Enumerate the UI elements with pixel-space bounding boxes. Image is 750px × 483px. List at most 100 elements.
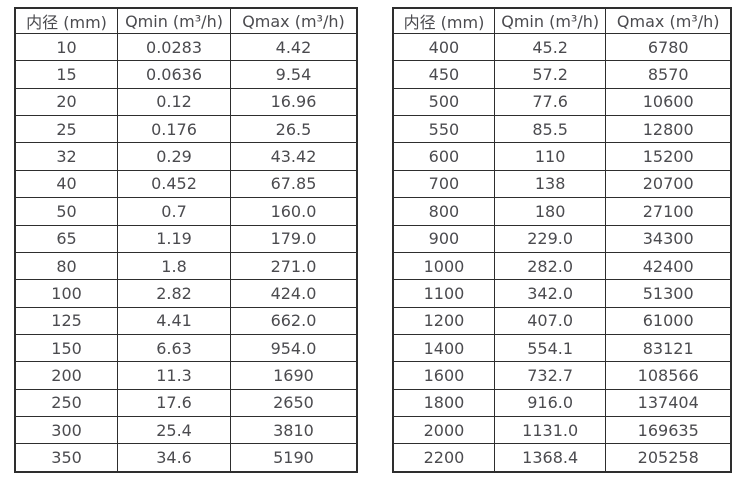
table-cell: 407.0 xyxy=(493,306,607,335)
table-cell: 108566 xyxy=(605,361,732,390)
table-cell: 179.0 xyxy=(229,224,358,253)
table-cell: 6.63 xyxy=(117,333,231,363)
table-row: 800 180 27100 xyxy=(392,197,732,226)
table-row: 65 1.19 179.0 xyxy=(14,224,358,253)
table-row: 200 11.3 1690 xyxy=(14,361,358,390)
table-row: 500 77.6 10600 xyxy=(392,87,732,117)
table-cell: 20700 xyxy=(605,169,732,199)
table-cell: 1368.4 xyxy=(493,443,607,473)
table-cell: 10600 xyxy=(605,87,732,117)
table-cell: 0.0636 xyxy=(117,60,231,89)
table-cell: 4.41 xyxy=(117,306,231,335)
table-cell: 6780 xyxy=(605,32,732,62)
table-cell: 550 xyxy=(392,115,495,144)
table-cell: 2650 xyxy=(229,388,358,418)
table-cell: 20 xyxy=(14,87,119,117)
column-header-qmax: Qmax (m³/h) xyxy=(605,7,732,34)
table-cell: 15 xyxy=(14,60,119,89)
table-row: 125 4.41 662.0 xyxy=(14,306,358,335)
table-cell: 954.0 xyxy=(229,333,358,363)
table-cell: 12800 xyxy=(605,115,732,144)
table-row: 内径 (mm) Qmin (m³/h) Qmax (m³/h) xyxy=(14,7,358,34)
table-cell: 2.82 xyxy=(117,279,231,308)
table-cell: 32 xyxy=(14,142,119,171)
table-cell: 450 xyxy=(392,60,495,89)
table-header-row: 内径 (mm) Qmin (m³/h) Qmax (m³/h) xyxy=(392,7,732,34)
table-row: 450 57.2 8570 xyxy=(392,60,732,89)
table-cell: 900 xyxy=(392,224,495,253)
table-cell: 5190 xyxy=(229,443,358,473)
table-cell: 300 xyxy=(14,416,119,445)
table-row: 32 0.29 43.42 xyxy=(14,142,358,171)
table-cell: 180 xyxy=(493,197,607,226)
flow-spec-table-small-diameters: 内径 (mm) Qmin (m³/h) Qmax (m³/h) 10 0.0283… xyxy=(14,7,358,473)
table-cell: 500 xyxy=(392,87,495,117)
table-cell: 34.6 xyxy=(117,443,231,473)
table-cell: 0.7 xyxy=(117,197,231,226)
table-row: 100 2.82 424.0 xyxy=(14,279,358,308)
column-header-qmax: Qmax (m³/h) xyxy=(229,7,358,34)
table-cell: 80 xyxy=(14,251,119,281)
table-cell: 10 xyxy=(14,32,119,62)
table-cell: 110 xyxy=(493,142,607,171)
table-row: 400 45.2 6780 xyxy=(392,32,732,62)
table-cell: 200 xyxy=(14,361,119,390)
table-row: 1200 407.0 61000 xyxy=(392,306,732,335)
table-cell: 42400 xyxy=(605,251,732,281)
table-cell: 916.0 xyxy=(493,388,607,418)
table-cell: 700 xyxy=(392,169,495,199)
table-row: 15 0.0636 9.54 xyxy=(14,60,358,89)
table-cell: 8570 xyxy=(605,60,732,89)
table-row: 600 110 15200 xyxy=(392,142,732,171)
table-cell: 17.6 xyxy=(117,388,231,418)
table-row: 50 0.7 160.0 xyxy=(14,197,358,226)
table-cell: 25 xyxy=(14,115,119,144)
table-cell: 1200 xyxy=(392,306,495,335)
table-cell: 342.0 xyxy=(493,279,607,308)
table-cell: 15200 xyxy=(605,142,732,171)
table-cell: 34300 xyxy=(605,224,732,253)
table-cell: 1600 xyxy=(392,361,495,390)
table-row: 900 229.0 34300 xyxy=(392,224,732,253)
table-row: 300 25.4 3810 xyxy=(14,416,358,445)
table-row: 150 6.63 954.0 xyxy=(14,333,358,363)
table-cell: 732.7 xyxy=(493,361,607,390)
table-cell: 16.96 xyxy=(229,87,358,117)
table-cell: 57.2 xyxy=(493,60,607,89)
table-row: 2000 1131.0 169635 xyxy=(392,416,732,445)
table-cell: 282.0 xyxy=(493,251,607,281)
table-row: 内径 (mm) Qmin (m³/h) Qmax (m³/h) xyxy=(392,7,732,34)
table-cell: 424.0 xyxy=(229,279,358,308)
table-row: 1400 554.1 83121 xyxy=(392,333,732,363)
table-cell: 600 xyxy=(392,142,495,171)
table-row: 80 1.8 271.0 xyxy=(14,251,358,281)
column-header-diameter: 内径 (mm) xyxy=(14,7,119,34)
table-cell: 27100 xyxy=(605,197,732,226)
table-cell: 1100 xyxy=(392,279,495,308)
table-cell: 205258 xyxy=(605,443,732,473)
table-cell: 67.85 xyxy=(229,169,358,199)
column-header-qmin: Qmin (m³/h) xyxy=(117,7,231,34)
flow-spec-table-large-diameters: 内径 (mm) Qmin (m³/h) Qmax (m³/h) 400 45.2 6… xyxy=(392,7,732,473)
table-cell: 229.0 xyxy=(493,224,607,253)
table-row: 1100 342.0 51300 xyxy=(392,279,732,308)
table-cell: 138 xyxy=(493,169,607,199)
table-cell: 83121 xyxy=(605,333,732,363)
table-cell: 40 xyxy=(14,169,119,199)
table-row: 700 138 20700 xyxy=(392,169,732,199)
table-row: 2200 1368.4 205258 xyxy=(392,443,732,473)
table-cell: 169635 xyxy=(605,416,732,445)
table-row: 550 85.5 12800 xyxy=(392,115,732,144)
table-row: 10 0.0283 4.42 xyxy=(14,32,358,62)
table-cell: 77.6 xyxy=(493,87,607,117)
table-cell: 9.54 xyxy=(229,60,358,89)
table-cell: 1000 xyxy=(392,251,495,281)
table-cell: 43.42 xyxy=(229,142,358,171)
table-cell: 65 xyxy=(14,224,119,253)
table-cell: 25.4 xyxy=(117,416,231,445)
table-row: 1800 916.0 137404 xyxy=(392,388,732,418)
table-cell: 137404 xyxy=(605,388,732,418)
table-cell: 350 xyxy=(14,443,119,473)
table-cell: 26.5 xyxy=(229,115,358,144)
table-row: 25 0.176 26.5 xyxy=(14,115,358,144)
